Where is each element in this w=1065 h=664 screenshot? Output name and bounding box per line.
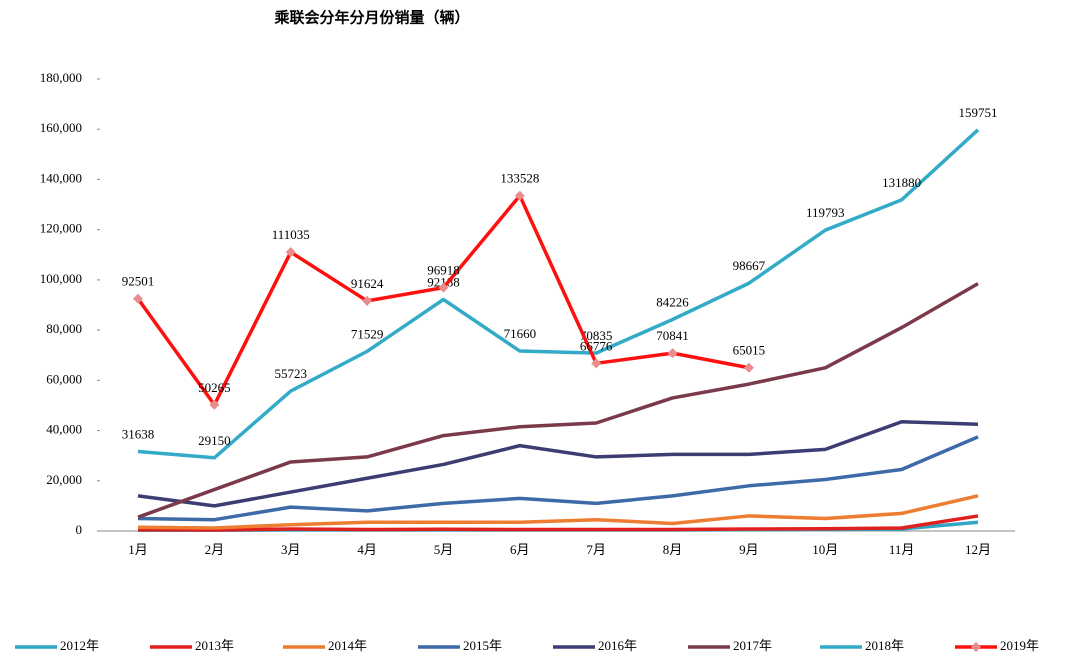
series-line <box>137 514 979 532</box>
data-label: 71529 <box>351 326 384 341</box>
data-label: 65015 <box>733 343 766 358</box>
point-marker <box>285 247 296 258</box>
x-tick-label: 11月 <box>889 542 915 557</box>
series-line <box>137 435 979 522</box>
legend-label: 2014年 <box>328 638 367 653</box>
legend-label: 2016年 <box>598 638 637 653</box>
x-tick-label: 12月 <box>965 542 991 557</box>
x-tick-label: 8月 <box>663 542 683 557</box>
point-marker <box>514 190 525 201</box>
point-marker <box>133 293 143 304</box>
y-tick-label: 140,000 <box>40 170 82 185</box>
x-tick-label: 1月 <box>128 542 148 557</box>
data-label: 31638 <box>122 427 155 442</box>
point-marker <box>743 362 754 373</box>
series-line <box>137 420 979 508</box>
series-line <box>137 128 980 460</box>
point-marker <box>209 399 220 410</box>
legend-marker <box>971 642 981 652</box>
data-label: 71660 <box>504 326 537 341</box>
y-tick-label: 120,000 <box>40 221 82 236</box>
y-tick-label: 180,000 <box>40 70 82 85</box>
data-label: 50265 <box>198 380 231 395</box>
data-label: 66776 <box>580 338 613 353</box>
legend-label: 2013年 <box>195 638 234 653</box>
series-line <box>137 494 979 530</box>
data-label: 29150 <box>198 433 231 448</box>
data-label: 70835 <box>580 328 613 343</box>
point-marker <box>362 295 373 306</box>
y-tick-label: 60,000 <box>46 371 82 386</box>
legend-label: 2019年 <box>1000 638 1039 653</box>
legend-label: 2017年 <box>733 638 772 653</box>
data-label: 96918 <box>427 263 460 278</box>
chart-title: 乘联会分年分月份销量（辆） <box>273 9 469 27</box>
legend-label: 2018年 <box>865 638 904 653</box>
x-tick-label: 10月 <box>812 542 838 557</box>
series-line <box>137 282 979 519</box>
y-tick-label: 80,000 <box>46 321 82 336</box>
x-tick-label: 4月 <box>357 542 377 557</box>
data-label: 159751 <box>959 105 998 120</box>
point-marker <box>591 358 602 369</box>
y-tick-label: 160,000 <box>40 120 82 135</box>
data-label: 92501 <box>122 274 155 289</box>
data-label: 91624 <box>351 276 384 291</box>
x-tick-label: 7月 <box>586 542 606 557</box>
point-marker <box>438 282 449 293</box>
data-label: 131880 <box>882 175 921 190</box>
data-label: 111035 <box>272 227 310 242</box>
y-tick-label: 20,000 <box>46 472 82 487</box>
y-tick-label: 40,000 <box>46 422 82 437</box>
x-tick-label: 2月 <box>205 542 225 557</box>
legend-label: 2015年 <box>463 638 502 653</box>
x-tick-label: 6月 <box>510 542 530 557</box>
x-tick-label: 3月 <box>281 542 301 557</box>
y-tick-label: 100,000 <box>40 271 82 286</box>
x-tick-label: 9月 <box>739 542 759 557</box>
data-label: 55723 <box>274 366 307 381</box>
data-label: 98667 <box>733 258 766 273</box>
data-label: 119793 <box>806 205 845 220</box>
data-label: 133528 <box>500 171 539 186</box>
point-marker <box>667 348 678 359</box>
y-tick-label: 0 <box>76 522 83 537</box>
data-label: 70841 <box>656 328 689 343</box>
data-label: 84226 <box>656 294 689 309</box>
x-tick-label: 5月 <box>434 542 454 557</box>
legend-label: 2012年 <box>60 638 99 653</box>
